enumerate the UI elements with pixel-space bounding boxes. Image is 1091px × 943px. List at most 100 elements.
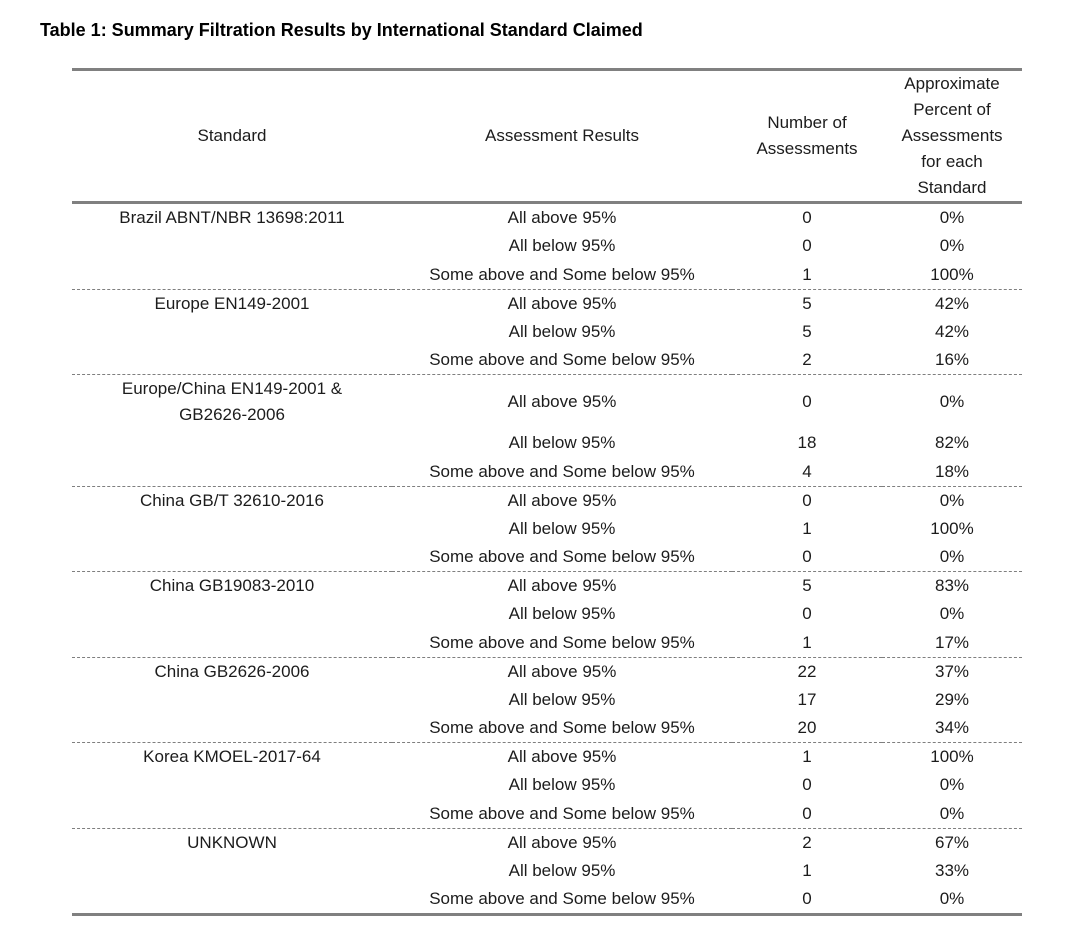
cell-number-of-assessments: 0 xyxy=(732,799,882,829)
cell-standard xyxy=(72,885,392,915)
cell-standard: Korea KMOEL-2017-64 xyxy=(143,747,321,766)
cell-percent: 29% xyxy=(934,689,970,709)
cell-number-of-assessments: 0 xyxy=(802,490,812,510)
cell-standard xyxy=(72,600,392,629)
cell-number-of-assessments: 2 xyxy=(732,346,882,375)
table-row: China GB19083-2010 All above 95% 5 83% xyxy=(72,572,1022,601)
cell-number-of-assessments: 5 xyxy=(802,293,812,313)
cell-assessment-result: Some above and Some below 95% xyxy=(392,714,732,743)
cell-percent: 0% xyxy=(939,889,965,908)
cell-assessment-result: All above 95% xyxy=(507,392,617,411)
cell-number-of-assessments: 1 xyxy=(732,628,882,658)
table-row: All below 95% 0 0% xyxy=(72,232,1022,261)
cell-percent: 82% xyxy=(934,433,970,453)
table-row: UNKNOWN All above 95% 2 67% xyxy=(72,828,1022,857)
cell-number-of-assessments: 1 xyxy=(732,260,882,290)
cell-percent: 33% xyxy=(934,860,970,880)
cell-assessment-result: Some above and Some below 95% xyxy=(429,889,695,908)
filtration-results-table: Standard Assessment Results Number of As… xyxy=(72,68,1022,916)
cell-assessment-result: Some above and Some below 95% xyxy=(392,799,732,829)
cell-standard xyxy=(72,515,392,544)
table-row: All below 95% 18 82% xyxy=(72,429,1022,458)
cell-percent: 37% xyxy=(934,661,970,681)
cell-percent: 42% xyxy=(934,321,970,341)
cell-percent: 0% xyxy=(939,490,965,510)
table-title: Table 1: Summary Filtration Results by I… xyxy=(40,20,643,40)
cell-number-of-assessments: 1 xyxy=(802,518,812,538)
cell-number-of-assessments: 20 xyxy=(732,714,882,743)
cell-percent: 0% xyxy=(939,208,965,227)
table-row: China GB/T 32610-2016 All above 95% 0 0% xyxy=(72,486,1022,515)
cell-assessment-result: Some above and Some below 95% xyxy=(392,628,732,658)
cell-number-of-assessments: 0 xyxy=(802,236,812,256)
cell-number-of-assessments: 0 xyxy=(802,208,812,227)
cell-standard xyxy=(72,232,392,261)
table-row: Some above and Some below 95% 1 100% xyxy=(72,260,1022,290)
table-row: Korea KMOEL-2017-64 All above 95% 1 100% xyxy=(72,743,1022,772)
cell-number-of-assessments: 5 xyxy=(802,321,812,341)
cell-assessment-result: All below 95% xyxy=(508,604,616,624)
cell-standard: Brazil ABNT/NBR 13698:2011 xyxy=(119,208,345,227)
cell-standard xyxy=(72,429,392,458)
header-standard: Standard xyxy=(72,69,392,204)
cell-number-of-assessments: 2 xyxy=(802,832,812,852)
cell-number-of-assessments: 0 xyxy=(802,775,812,795)
cell-standard: UNKNOWN xyxy=(187,832,277,852)
cell-percent: 0% xyxy=(939,775,965,795)
cell-percent: 100% xyxy=(882,260,1022,290)
cell-assessment-result: All above 95% xyxy=(507,576,617,595)
cell-standard xyxy=(72,543,392,572)
cell-assessment-result: All above 95% xyxy=(507,747,617,766)
cell-assessment-result: All below 95% xyxy=(508,775,616,795)
table-row: All below 95% 17 29% xyxy=(72,686,1022,715)
cell-number-of-assessments: 0 xyxy=(732,543,882,572)
cell-number-of-assessments: 0 xyxy=(802,889,812,908)
cell-number-of-assessments: 18 xyxy=(797,433,817,453)
cell-percent: 0% xyxy=(882,543,1022,572)
cell-percent: 100% xyxy=(930,747,974,766)
cell-assessment-result: Some above and Some below 95% xyxy=(392,543,732,572)
cell-assessment-result: All below 95% xyxy=(508,689,616,709)
cell-percent: 0% xyxy=(939,236,965,256)
cell-assessment-result: All above 95% xyxy=(507,490,617,510)
table-row: Some above and Some below 95% 0 0% xyxy=(72,543,1022,572)
table-row: Some above and Some below 95% 1 17% xyxy=(72,628,1022,658)
cell-number-of-assessments: 22 xyxy=(797,661,817,681)
cell-assessment-result: All below 95% xyxy=(508,518,616,538)
cell-standard xyxy=(72,799,392,829)
table-row: Brazil ABNT/NBR 13698:2011 All above 95% 0… xyxy=(72,203,1022,233)
cell-standard xyxy=(72,857,392,886)
cell-percent: 100% xyxy=(930,518,974,538)
cell-number-of-assessments: 0 xyxy=(802,604,812,624)
cell-assessment-result: Some above and Some below 95% xyxy=(392,457,732,487)
cell-percent: 67% xyxy=(934,832,970,852)
cell-assessment-result: All below 95% xyxy=(508,321,616,341)
cell-standard xyxy=(72,686,392,715)
header-approximate-percent: Approximate Percent of Assessments for e… xyxy=(882,69,1022,204)
table-row: All below 95% 1 100% xyxy=(72,515,1022,544)
cell-standard xyxy=(72,318,392,347)
cell-number-of-assessments: 17 xyxy=(797,689,817,709)
table-row: All below 95% 5 42% xyxy=(72,318,1022,347)
cell-percent: 0% xyxy=(882,799,1022,829)
table-row: All below 95% 0 0% xyxy=(72,600,1022,629)
table-row: China GB2626-2006 All above 95% 22 37% xyxy=(72,657,1022,686)
cell-assessment-result: All below 95% xyxy=(508,236,616,256)
cell-assessment-result: All above 95% xyxy=(507,661,617,681)
cell-number-of-assessments: 1 xyxy=(802,860,812,880)
cell-number-of-assessments: 4 xyxy=(732,457,882,487)
cell-standard xyxy=(72,346,392,375)
cell-assessment-result: All above 95% xyxy=(507,832,617,852)
cell-standard xyxy=(72,628,392,658)
table-row: Some above and Some below 95% 2 16% xyxy=(72,346,1022,375)
header-assessment-results: Assessment Results xyxy=(392,69,732,204)
table-row: Some above and Some below 95% 20 34% xyxy=(72,714,1022,743)
cell-number-of-assessments: 0 xyxy=(802,392,812,411)
table-row: Europe/China EN149-2001 & GB2626-2006 All… xyxy=(72,375,1022,430)
table-row: All below 95% 1 33% xyxy=(72,857,1022,886)
cell-standard xyxy=(72,457,392,487)
cell-percent: 18% xyxy=(882,457,1022,487)
cell-standard: China GB2626-2006 xyxy=(154,661,310,681)
table-header: Standard Assessment Results Number of As… xyxy=(72,69,1022,204)
